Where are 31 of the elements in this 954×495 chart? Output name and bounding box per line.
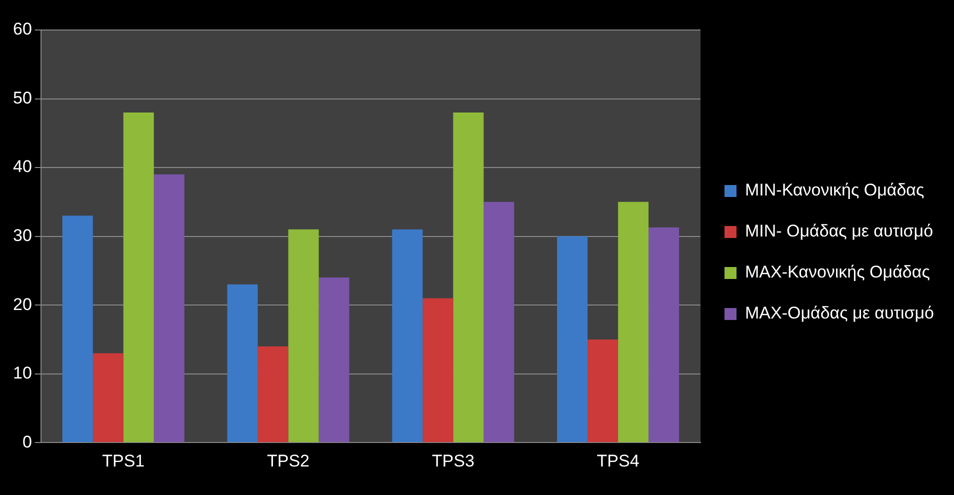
legend-label: MAX-Ομάδας με αυτισμό — [744, 304, 934, 323]
bar — [318, 278, 350, 442]
legend-label: MIN- Ομάδας με αυτισμό — [744, 222, 934, 241]
y-tick-label: 30 — [12, 226, 32, 245]
y-tick-label: 20 — [12, 294, 32, 314]
bar — [484, 202, 514, 442]
bar — [123, 112, 154, 442]
legend-label: MIN-Κανονικής Ομάδας — [744, 180, 924, 200]
bar — [288, 229, 319, 442]
bar — [227, 284, 258, 442]
y-tick-label: 40 — [12, 157, 32, 176]
bar — [62, 216, 93, 442]
bar — [557, 236, 588, 442]
x-tick-label: TPS3 — [432, 451, 474, 470]
y-tick-label: 60 — [12, 20, 32, 39]
legend-label: MAX-Κανονικής Ομάδας — [744, 262, 930, 282]
bar — [453, 112, 484, 442]
bar — [648, 227, 680, 442]
bar — [422, 298, 454, 442]
y-tick-label: 50 — [12, 88, 32, 108]
bar — [392, 229, 423, 442]
bar — [588, 339, 618, 442]
bar — [258, 346, 288, 442]
x-tick-label: TPS1 — [102, 451, 145, 470]
y-tick-label: 0 — [22, 432, 32, 452]
bar — [618, 202, 649, 442]
x-tick-label: TPS4 — [596, 451, 640, 470]
y-tick-label: 10 — [12, 364, 32, 383]
bar — [92, 353, 124, 442]
x-tick-label: TPS2 — [266, 451, 310, 470]
bar — [154, 174, 184, 442]
